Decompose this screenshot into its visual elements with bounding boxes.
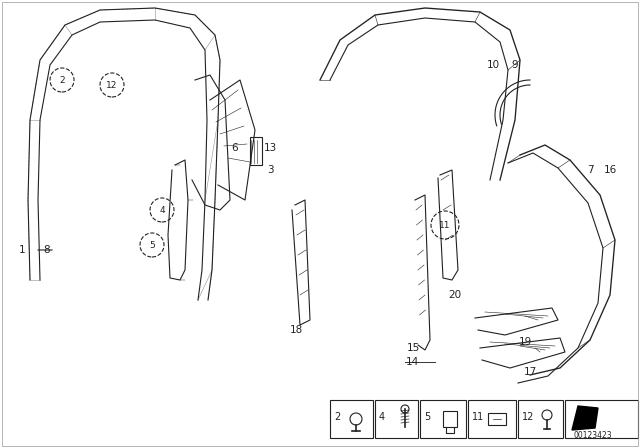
- Text: 4: 4: [159, 206, 165, 215]
- Text: 9: 9: [512, 60, 518, 70]
- FancyBboxPatch shape: [468, 400, 516, 438]
- Text: 2: 2: [334, 412, 340, 422]
- Text: 5: 5: [149, 241, 155, 250]
- Text: 8: 8: [44, 245, 51, 255]
- FancyBboxPatch shape: [488, 413, 506, 425]
- FancyBboxPatch shape: [518, 400, 563, 438]
- FancyBboxPatch shape: [443, 411, 457, 427]
- Text: 7: 7: [587, 165, 593, 175]
- FancyBboxPatch shape: [420, 400, 466, 438]
- FancyBboxPatch shape: [330, 400, 373, 438]
- Text: 15: 15: [406, 343, 420, 353]
- Text: 17: 17: [524, 367, 536, 377]
- Text: 16: 16: [604, 165, 616, 175]
- Text: 12: 12: [522, 412, 534, 422]
- Text: 19: 19: [518, 337, 532, 347]
- Polygon shape: [572, 406, 598, 430]
- Text: 10: 10: [486, 60, 500, 70]
- FancyBboxPatch shape: [250, 137, 262, 165]
- FancyBboxPatch shape: [375, 400, 418, 438]
- Text: 3: 3: [267, 165, 273, 175]
- Text: 11: 11: [472, 412, 484, 422]
- Text: 11: 11: [439, 220, 451, 229]
- Text: 13: 13: [264, 143, 276, 153]
- Text: 18: 18: [289, 325, 303, 335]
- FancyBboxPatch shape: [565, 400, 638, 438]
- Text: 14: 14: [405, 357, 419, 367]
- Text: 2: 2: [59, 76, 65, 85]
- Text: 1: 1: [19, 245, 26, 255]
- Text: 00123423: 00123423: [573, 431, 612, 440]
- Text: 20: 20: [449, 290, 461, 300]
- Text: 5: 5: [424, 412, 430, 422]
- Text: 4: 4: [379, 412, 385, 422]
- Text: 12: 12: [106, 81, 118, 90]
- Text: 6: 6: [232, 143, 238, 153]
